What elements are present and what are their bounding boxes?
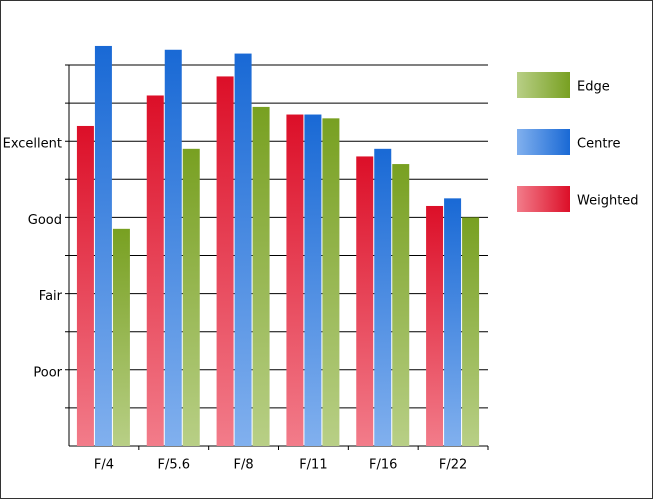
bar: [462, 217, 480, 446]
bar: [286, 114, 304, 446]
bar: [444, 198, 462, 446]
bar: [112, 228, 130, 446]
bar: [164, 49, 182, 446]
bar: [182, 148, 200, 446]
x-tick-label: F/5.6: [157, 458, 190, 473]
bar: [216, 76, 234, 447]
legend-swatch: [517, 129, 570, 155]
bar: [426, 205, 444, 446]
bar: [146, 95, 164, 446]
bar: [252, 106, 270, 446]
legend-label: Centre: [577, 137, 620, 152]
y-tick-label: Excellent: [3, 137, 62, 152]
bar: [304, 114, 322, 446]
bar: [76, 125, 94, 447]
x-tick-label: F/22: [439, 458, 467, 473]
bar: [94, 45, 112, 446]
x-tick-label: F/16: [369, 458, 397, 473]
bar: [322, 118, 340, 446]
y-tick-label: Good: [28, 213, 62, 228]
x-tick-label: F/8: [234, 458, 254, 473]
legend-label: Edge: [577, 80, 610, 95]
legend-swatch: [517, 72, 570, 98]
y-tick-label: Fair: [39, 289, 63, 304]
legend-swatch: [517, 186, 570, 212]
x-tick-label: F/11: [299, 458, 327, 473]
y-tick-label: Poor: [33, 365, 62, 380]
bar: [374, 148, 392, 446]
x-tick-label: F/4: [94, 458, 114, 473]
bar: [234, 53, 252, 446]
bar: [356, 156, 374, 446]
bar: [392, 164, 410, 446]
legend-label: Weighted: [577, 194, 639, 209]
